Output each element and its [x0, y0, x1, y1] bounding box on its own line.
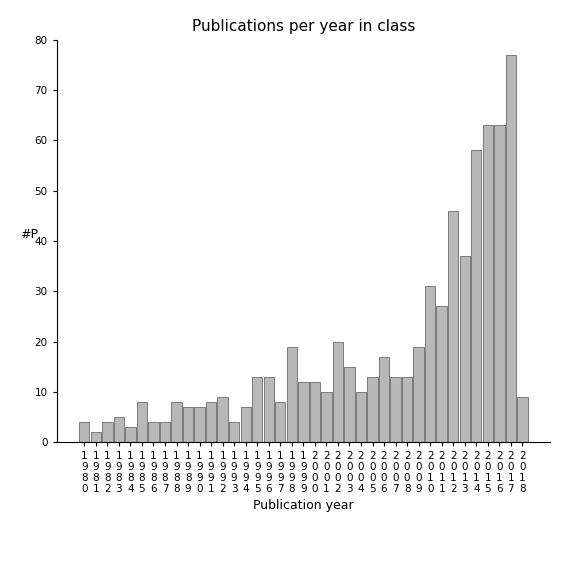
Bar [160, 422, 170, 442]
Bar [218, 397, 228, 442]
Bar [194, 407, 205, 442]
Title: Publications per year in class: Publications per year in class [192, 19, 415, 35]
Bar [125, 427, 136, 442]
Bar [79, 422, 90, 442]
Bar [459, 256, 470, 442]
Bar [149, 422, 159, 442]
Bar [483, 125, 493, 442]
Bar [275, 402, 285, 442]
Bar [229, 422, 239, 442]
Bar [114, 417, 124, 442]
Y-axis label: #P: #P [20, 228, 38, 241]
Bar [517, 397, 527, 442]
Bar [391, 377, 401, 442]
Bar [91, 432, 101, 442]
X-axis label: Publication year: Publication year [253, 499, 354, 512]
Bar [206, 402, 216, 442]
Bar [171, 402, 181, 442]
Bar [252, 377, 263, 442]
Bar [287, 346, 297, 442]
Bar [471, 150, 481, 442]
Bar [437, 306, 447, 442]
Bar [333, 341, 343, 442]
Bar [264, 377, 274, 442]
Bar [321, 392, 332, 442]
Bar [367, 377, 378, 442]
Bar [183, 407, 193, 442]
Bar [494, 125, 505, 442]
Bar [413, 346, 424, 442]
Bar [379, 357, 389, 442]
Bar [356, 392, 366, 442]
Bar [310, 382, 320, 442]
Bar [425, 286, 435, 442]
Bar [448, 211, 458, 442]
Bar [240, 407, 251, 442]
Bar [102, 422, 113, 442]
Bar [506, 55, 516, 442]
Bar [344, 367, 354, 442]
Bar [137, 402, 147, 442]
Bar [402, 377, 412, 442]
Bar [298, 382, 308, 442]
